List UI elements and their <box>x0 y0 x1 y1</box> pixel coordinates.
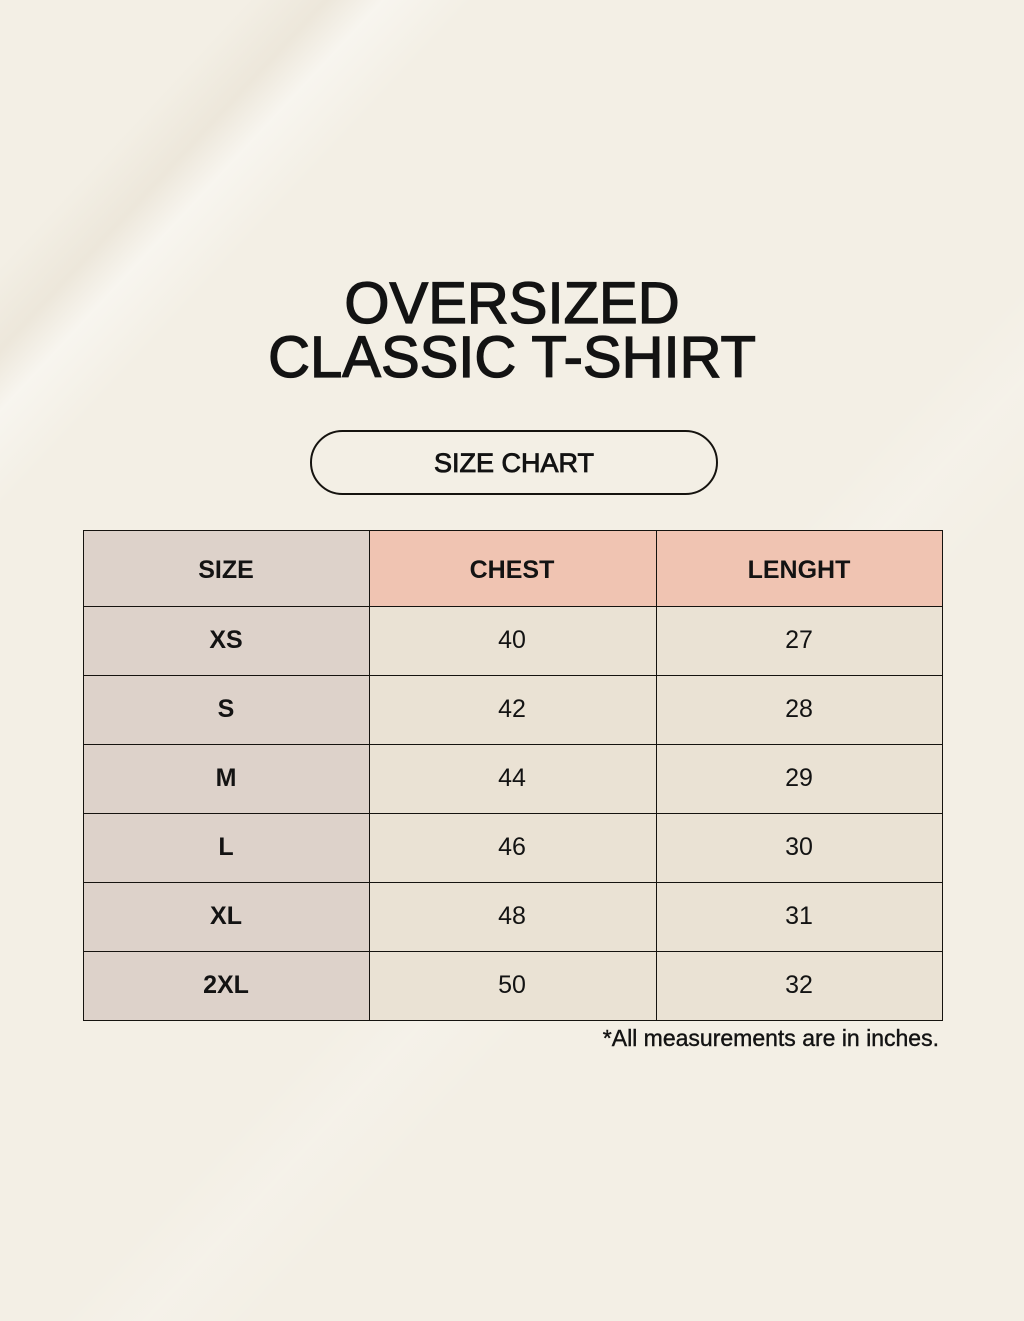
svg-text:2XL: 2XL <box>203 971 249 999</box>
svg-text:42: 42 <box>498 695 526 723</box>
svg-text:LENGHT: LENGHT <box>748 556 851 584</box>
svg-text:L: L <box>218 833 233 861</box>
svg-text:SIZE CHART: SIZE CHART <box>434 448 594 478</box>
svg-text:CLASSIC T-SHIRT: CLASSIC T-SHIRT <box>268 325 756 390</box>
svg-text:50: 50 <box>498 971 526 999</box>
svg-text:XL: XL <box>210 902 242 930</box>
svg-text:SIZE: SIZE <box>198 556 254 584</box>
svg-text:48: 48 <box>498 902 526 930</box>
svg-text:32: 32 <box>785 971 813 999</box>
svg-text:XS: XS <box>209 626 242 654</box>
svg-text:40: 40 <box>498 626 526 654</box>
svg-text:M: M <box>216 764 237 792</box>
svg-text:*All measurements are in inche: *All measurements are in inches. <box>603 1025 939 1051</box>
svg-text:30: 30 <box>785 833 813 861</box>
svg-text:28: 28 <box>785 695 813 723</box>
svg-text:46: 46 <box>498 833 526 861</box>
svg-text:29: 29 <box>785 764 813 792</box>
svg-text:31: 31 <box>785 902 813 930</box>
svg-text:S: S <box>218 695 235 723</box>
svg-text:CHEST: CHEST <box>470 556 555 584</box>
svg-text:44: 44 <box>498 764 526 792</box>
svg-text:27: 27 <box>785 626 813 654</box>
